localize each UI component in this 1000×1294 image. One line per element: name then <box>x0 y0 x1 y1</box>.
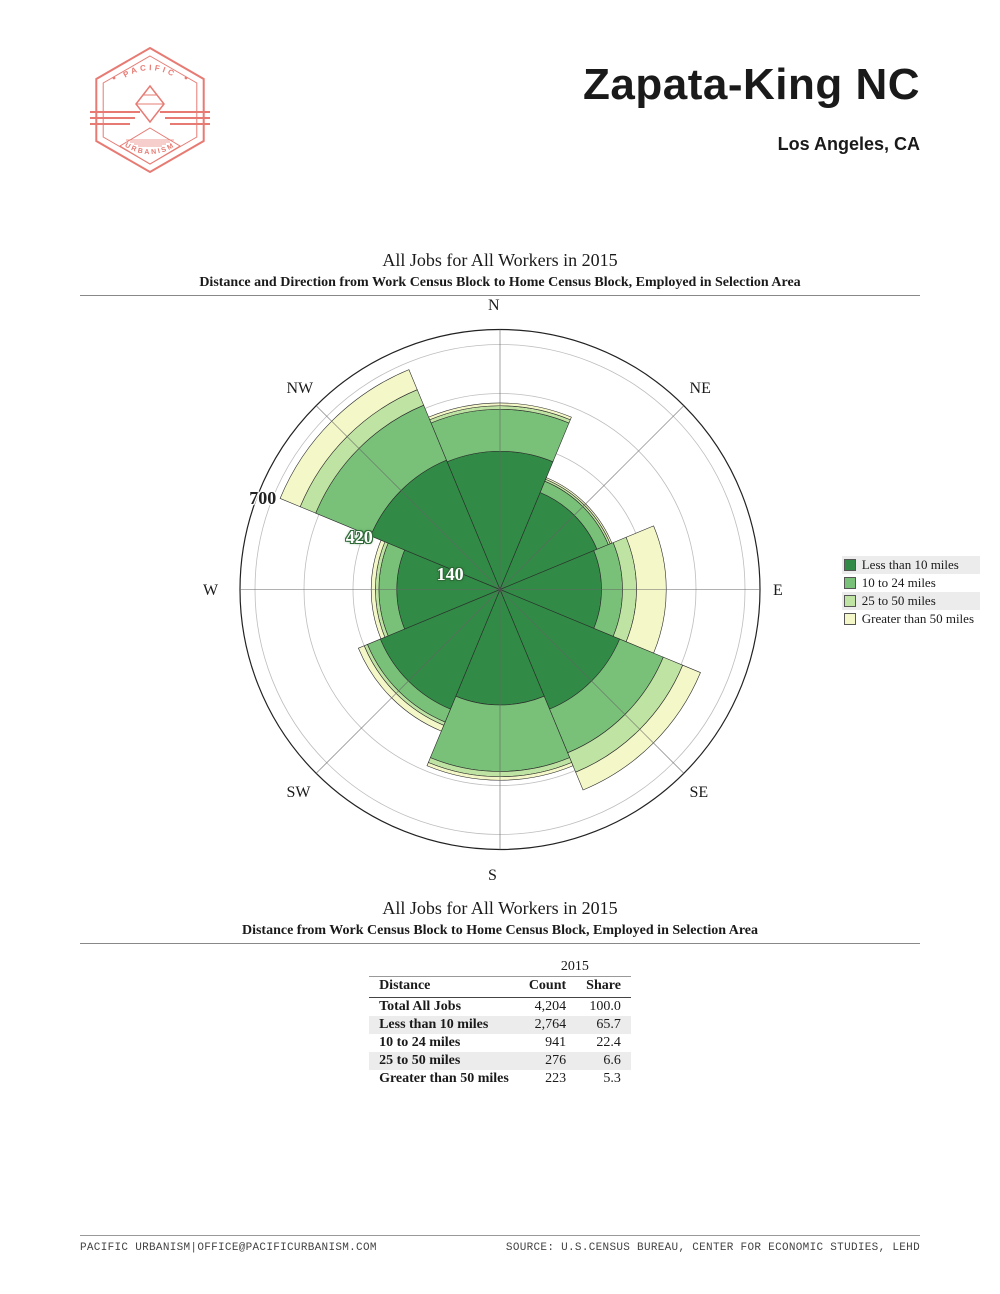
cell-share: 100.0 <box>576 998 631 1017</box>
compass-label-e: E <box>773 582 783 600</box>
legend-swatch <box>844 613 856 625</box>
compass-label-w: W <box>203 582 218 600</box>
cell-share: 65.7 <box>576 1016 631 1034</box>
compass-label-n: N <box>488 297 500 315</box>
chart-title: All Jobs for All Workers in 2015 <box>80 250 920 271</box>
cell-distance: Greater than 50 miles <box>369 1070 519 1088</box>
ring-label-140: 140 <box>437 564 464 585</box>
col-distance: Distance <box>369 977 519 998</box>
page-footer: PACIFIC URBANISM|OFFICE@PACIFICURBANISM.… <box>80 1235 920 1254</box>
svg-text:PACIFIC: PACIFIC <box>122 63 179 79</box>
cell-count: 276 <box>519 1052 576 1070</box>
footer-left: PACIFIC URBANISM|OFFICE@PACIFICURBANISM.… <box>80 1242 377 1254</box>
cell-distance: Total All Jobs <box>369 998 519 1017</box>
legend-swatch <box>844 577 856 589</box>
page-title: Zapata-King NC <box>583 60 920 110</box>
rose-chart-block: All Jobs for All Workers in 2015 Distanc… <box>80 250 920 882</box>
cell-count: 2,764 <box>519 1016 576 1034</box>
legend-label: Greater than 50 miles <box>862 611 974 627</box>
table-row: Greater than 50 miles2235.3 <box>369 1070 631 1088</box>
cell-count: 223 <box>519 1070 576 1088</box>
footer-right: SOURCE: U.S.CENSUS BUREAU, CENTER FOR EC… <box>506 1242 920 1254</box>
compass-label-s: S <box>488 867 497 885</box>
logo-hexagon-icon: PACIFICURBANISM <box>80 40 220 180</box>
legend-label: 10 to 24 miles <box>862 575 936 591</box>
cell-distance: Less than 10 miles <box>369 1016 519 1034</box>
table-rule <box>80 943 920 944</box>
title-block: Zapata-King NC Los Angeles, CA <box>583 40 920 155</box>
cell-count: 941 <box>519 1034 576 1052</box>
table-row: 10 to 24 miles94122.4 <box>369 1034 631 1052</box>
table-row: Less than 10 miles2,76465.7 <box>369 1016 631 1034</box>
chart-subtitle: Distance and Direction from Work Census … <box>80 275 920 295</box>
table-row: 25 to 50 miles2766.6 <box>369 1052 631 1070</box>
rose-chart-area: NNEESESSWWNW 140420700 Less than 10 mile… <box>80 302 920 882</box>
cell-share: 22.4 <box>576 1034 631 1052</box>
col-share: Share <box>576 977 631 998</box>
legend-item: 25 to 50 miles <box>842 592 980 610</box>
compass-label-sw: SW <box>286 784 310 802</box>
ring-label-420: 420 <box>346 527 373 548</box>
compass-label-se: SE <box>690 784 709 802</box>
logo: PACIFICURBANISM <box>80 40 220 180</box>
table-block: All Jobs for All Workers in 2015 Distanc… <box>80 898 920 1088</box>
page-header: PACIFICURBANISM Zapata-King NC Los Angel… <box>80 40 920 180</box>
table-subtitle: Distance from Work Census Block to Home … <box>80 923 920 943</box>
legend-label: Less than 10 miles <box>862 557 959 573</box>
distance-table: 2015 Distance Count Share Total All Jobs… <box>369 958 631 1088</box>
cell-share: 5.3 <box>576 1070 631 1088</box>
compass-label-nw: NW <box>286 380 313 398</box>
legend-label: 25 to 50 miles <box>862 593 936 609</box>
legend: Less than 10 miles 10 to 24 miles 25 to 50… <box>842 556 980 628</box>
compass-label-ne: NE <box>690 380 711 398</box>
col-count: Count <box>519 977 576 998</box>
table-title: All Jobs for All Workers in 2015 <box>80 898 920 919</box>
page: PACIFICURBANISM Zapata-King NC Los Angel… <box>0 0 1000 1294</box>
table-year-header: 2015 <box>519 958 631 977</box>
page-subtitle: Los Angeles, CA <box>583 134 920 155</box>
table-row: Total All Jobs4,204100.0 <box>369 998 631 1017</box>
chart-rule <box>80 295 920 296</box>
cell-share: 6.6 <box>576 1052 631 1070</box>
cell-distance: 10 to 24 miles <box>369 1034 519 1052</box>
legend-item: 10 to 24 miles <box>842 574 980 592</box>
ring-label-700: 700 <box>249 488 276 509</box>
legend-item: Greater than 50 miles <box>842 610 980 628</box>
legend-swatch <box>844 595 856 607</box>
legend-item: Less than 10 miles <box>842 556 980 574</box>
legend-swatch <box>844 559 856 571</box>
cell-count: 4,204 <box>519 998 576 1017</box>
cell-distance: 25 to 50 miles <box>369 1052 519 1070</box>
